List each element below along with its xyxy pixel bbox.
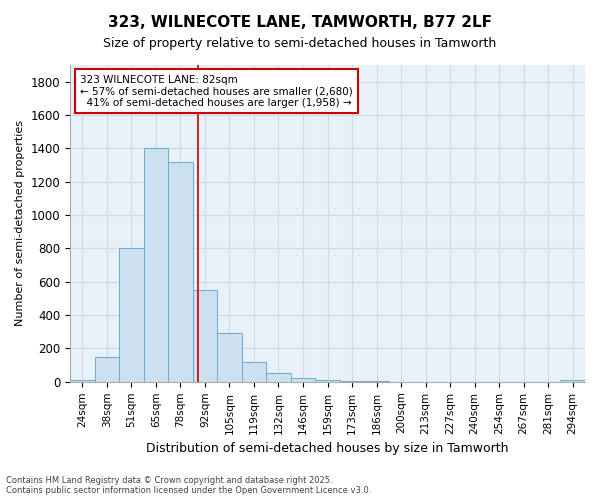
Bar [193, 290, 217, 382]
Bar [560, 380, 585, 382]
Bar [70, 380, 95, 382]
Text: 323 WILNECOTE LANE: 82sqm
← 57% of semi-detached houses are smaller (2,680)
  41: 323 WILNECOTE LANE: 82sqm ← 57% of semi-… [80, 74, 353, 108]
Bar [266, 372, 291, 382]
X-axis label: Distribution of semi-detached houses by size in Tamworth: Distribution of semi-detached houses by … [146, 442, 509, 455]
Bar [291, 378, 315, 382]
Text: Contains HM Land Registry data © Crown copyright and database right 2025.
Contai: Contains HM Land Registry data © Crown c… [6, 476, 371, 495]
Bar [315, 380, 340, 382]
Bar [95, 357, 119, 382]
Bar [242, 362, 266, 382]
Text: 323, WILNECOTE LANE, TAMWORTH, B77 2LF: 323, WILNECOTE LANE, TAMWORTH, B77 2LF [108, 15, 492, 30]
Y-axis label: Number of semi-detached properties: Number of semi-detached properties [15, 120, 25, 326]
Bar [217, 334, 242, 382]
Bar [340, 381, 364, 382]
Text: Size of property relative to semi-detached houses in Tamworth: Size of property relative to semi-detach… [103, 38, 497, 51]
Bar [168, 162, 193, 382]
Bar [119, 248, 143, 382]
Bar [143, 148, 168, 382]
